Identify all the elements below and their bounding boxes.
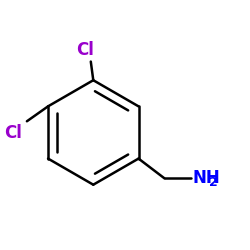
Text: 2: 2 <box>209 176 218 189</box>
Text: Cl: Cl <box>4 124 22 142</box>
Text: NH: NH <box>192 169 220 187</box>
Text: Cl: Cl <box>76 41 94 59</box>
